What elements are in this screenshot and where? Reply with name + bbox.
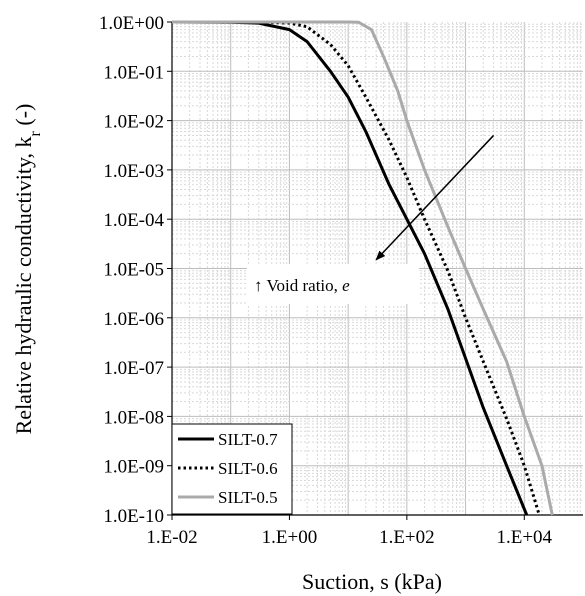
y-tick-label: 1.0E-05: [103, 260, 164, 281]
y-tick-label: 1.0E-09: [103, 457, 164, 478]
x-tick-labels: 1.E-02 1.E+00 1.E+02 1.E+04: [146, 515, 553, 548]
series-layer: [171, 20, 554, 516]
annotation: ↑ Void ratio, e: [247, 134, 495, 304]
legend: SILT-0.7 SILT-0.6 SILT-0.5: [171, 423, 293, 515]
y-tick-label: 1.0E-08: [103, 407, 164, 428]
y-axis-title-main: Relative hydraulic conductivity, k: [11, 136, 36, 434]
y-tick-label: 1.0E-07: [103, 358, 164, 379]
annotation-text: Void ratio,: [263, 276, 343, 295]
legend-label-3: SILT-0.5: [218, 488, 278, 507]
y-axis-title-unit: (-): [11, 104, 36, 131]
y-tick-label: 1.0E-10: [103, 506, 164, 527]
y-axis-title: Relative hydraulic conductivity, kr (-): [11, 104, 44, 435]
y-tick-label: 1.0E-04: [103, 210, 164, 231]
series-line-1: [171, 20, 529, 516]
annotation-label: ↑ Void ratio, e: [254, 276, 350, 295]
y-tick-labels: 1.0E+00 1.0E-01 1.0E-02 1.0E-03 1.0E-04 1.0E-…: [99, 13, 172, 527]
x-tick-label: 1.E-02: [146, 527, 197, 548]
x-tick-label: 1.E+04: [496, 527, 552, 548]
x-axis-title: Suction, s (kPa): [302, 569, 442, 594]
y-tick-label: 1.0E-03: [103, 161, 164, 182]
y-axis-title-subscript: r: [27, 130, 44, 136]
y-tick-label: 1.0E+00: [99, 13, 164, 34]
y-tick-label: 1.0E-01: [103, 62, 164, 83]
y-tick-label: 1.0E-06: [103, 309, 164, 330]
x-tick-label: 1.E+00: [262, 527, 318, 548]
legend-label-2: SILT-0.6: [218, 459, 278, 478]
up-arrow-glyph: ↑: [254, 276, 263, 295]
annotation-arrow: [375, 134, 495, 261]
legend-label-1: SILT-0.7: [218, 430, 278, 449]
series-line-3: [172, 20, 554, 516]
x-tick-label: 1.E+02: [379, 527, 435, 548]
y-tick-label: 1.0E-02: [103, 112, 164, 133]
annotation-box: [247, 264, 419, 304]
annotation-symbol: e: [342, 276, 350, 295]
series-line-2: [171, 20, 541, 516]
